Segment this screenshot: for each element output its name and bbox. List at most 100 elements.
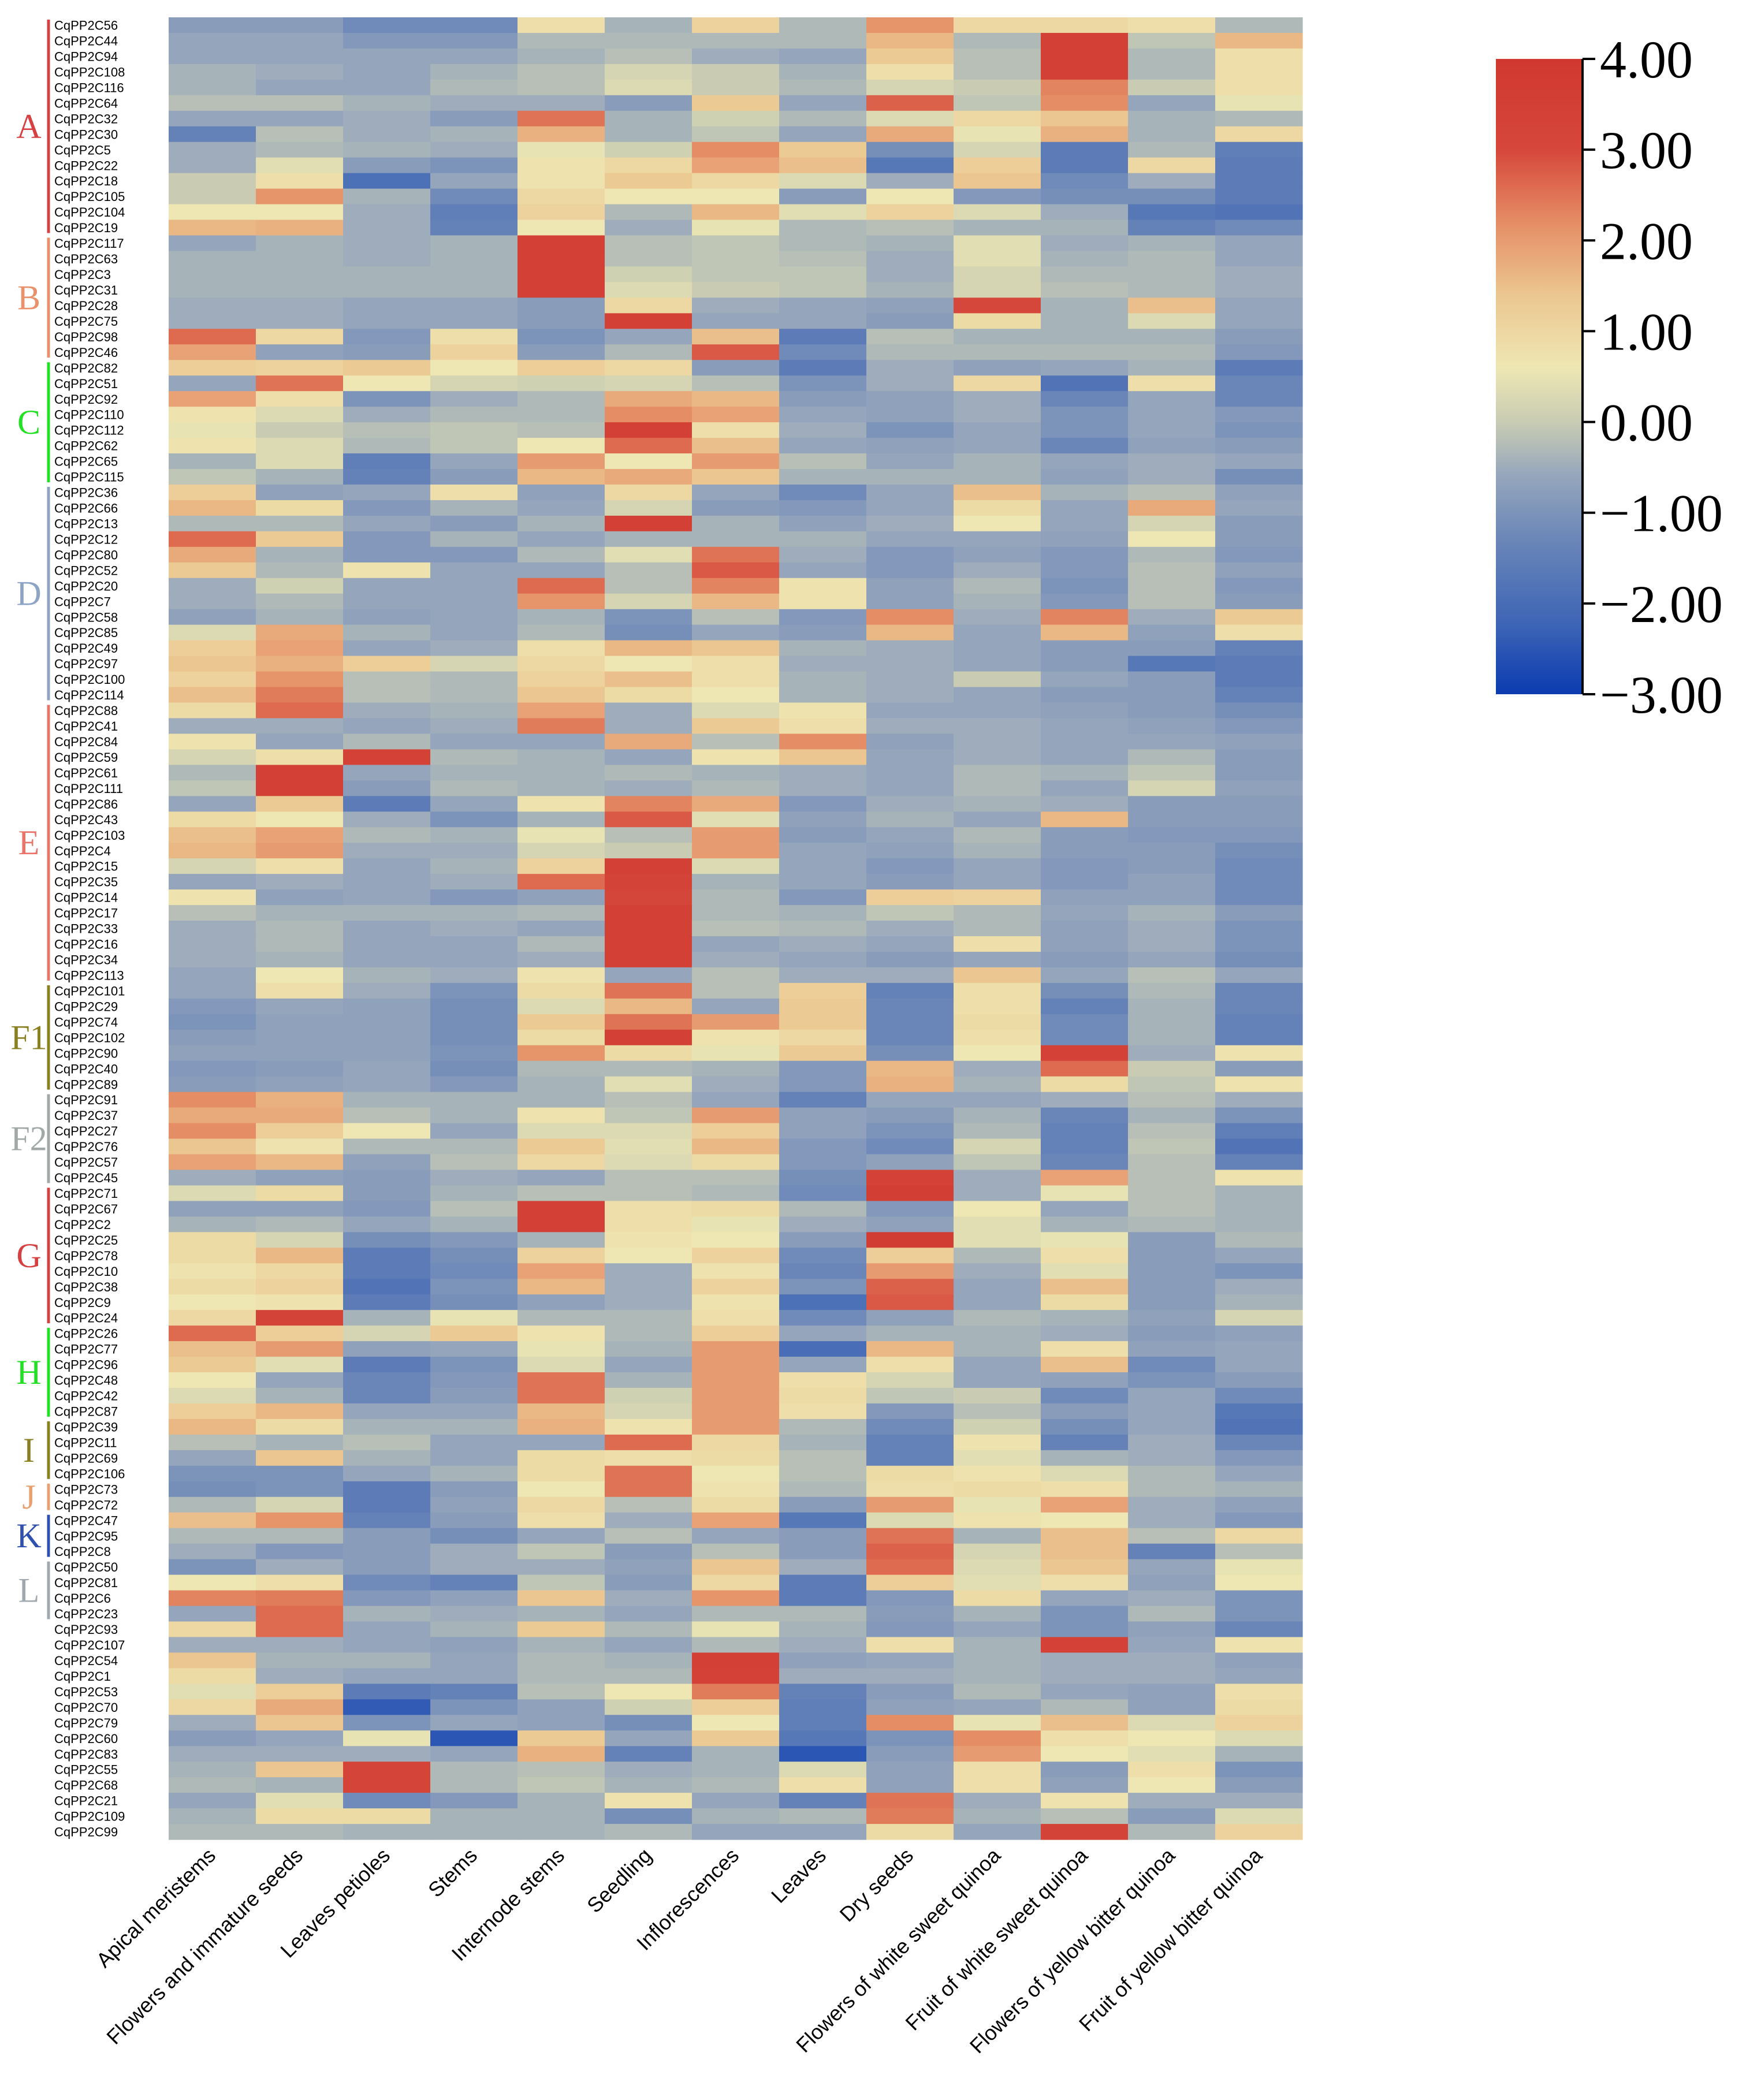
- heatmap-cell: [430, 780, 518, 796]
- heatmap-cell: [343, 391, 431, 407]
- heatmap-cell: [169, 1434, 256, 1451]
- heatmap-cell: [866, 843, 954, 859]
- heatmap-cell: [256, 889, 344, 906]
- heatmap-cell: [692, 531, 780, 548]
- heatmap-cell: [779, 360, 867, 376]
- heatmap-cell: [256, 858, 344, 874]
- heatmap-cell: [343, 1201, 431, 1217]
- heatmap-cell: [1128, 624, 1216, 641]
- heatmap-cell: [605, 702, 693, 719]
- heatmap-cell: [169, 796, 256, 812]
- heatmap-cell: [866, 858, 954, 874]
- heatmap-cell: [605, 1107, 693, 1124]
- heatmap-cell: [256, 1138, 344, 1155]
- heatmap-cell: [343, 982, 431, 999]
- heatmap-cell: [954, 967, 1041, 984]
- heatmap-cell: [256, 1216, 344, 1233]
- heatmap-cell: [866, 484, 954, 501]
- heatmap-cell: [954, 297, 1041, 314]
- heatmap-cell: [343, 936, 431, 952]
- heatmap-cell: [343, 1294, 431, 1310]
- heatmap-cell: [517, 235, 605, 252]
- tissue-label: Fruit of white sweet quinoa: [900, 1843, 1092, 2035]
- heatmap-cell: [169, 1372, 256, 1388]
- heatmap-cell: [343, 687, 431, 703]
- gene-label: CqPP2C72: [54, 1498, 118, 1512]
- heatmap-cell: [430, 1357, 518, 1373]
- heatmap-cell: [954, 500, 1041, 516]
- heatmap-cell: [954, 827, 1041, 843]
- heatmap-cell: [1128, 407, 1216, 423]
- heatmap-cell: [430, 1808, 518, 1825]
- heatmap-cell: [430, 313, 518, 329]
- heatmap-cell: [692, 1684, 780, 1700]
- heatmap-cell: [430, 889, 518, 906]
- heatmap-cell: [1041, 1403, 1129, 1420]
- heatmap-cell: [256, 360, 344, 376]
- heatmap-cell: [1128, 188, 1216, 205]
- heatmap-cell: [1041, 609, 1129, 625]
- heatmap-cell: [605, 1528, 693, 1544]
- heatmap-cell: [1128, 889, 1216, 906]
- heatmap-cell: [954, 1652, 1041, 1669]
- heatmap-cell: [1128, 500, 1216, 516]
- heatmap-cell: [866, 17, 954, 33]
- heatmap-cell: [256, 921, 344, 937]
- heatmap-cell: [866, 1512, 954, 1529]
- heatmap-cell: [343, 1403, 431, 1420]
- heatmap-cell: [517, 1668, 605, 1684]
- heatmap-cell: [954, 422, 1041, 438]
- heatmap-cell: [1215, 1465, 1303, 1482]
- heatmap-cell: [779, 1450, 867, 1466]
- gene-label: CqPP2C89: [54, 1077, 118, 1092]
- heatmap-cell: [256, 95, 344, 111]
- heatmap-cell: [517, 297, 605, 314]
- heatmap-cell: [430, 1715, 518, 1731]
- heatmap-cell: [169, 640, 256, 657]
- heatmap-cell: [866, 687, 954, 703]
- heatmap-cell: [866, 360, 954, 376]
- gene-label: CqPP2C36: [54, 486, 118, 500]
- heatmap-cell: [866, 921, 954, 937]
- heatmap-cell: [169, 1777, 256, 1793]
- heatmap-cell: [517, 982, 605, 999]
- heatmap-cell: [430, 1092, 518, 1108]
- heatmap-cell: [866, 1793, 954, 1809]
- heatmap-cell: [1215, 1793, 1303, 1809]
- heatmap-cell: [1041, 1418, 1129, 1435]
- heatmap-cell: [866, 1325, 954, 1342]
- heatmap-cell: [169, 1154, 256, 1171]
- heatmap-cell: [517, 1715, 605, 1731]
- gene-label: CqPP2C114: [54, 688, 124, 702]
- heatmap-cell: [256, 733, 344, 750]
- heatmap-cell: [692, 656, 780, 672]
- heatmap-cell: [430, 967, 518, 984]
- heatmap-cell: [692, 1606, 780, 1622]
- heatmap-cell: [1215, 329, 1303, 345]
- heatmap-cell: [343, 1684, 431, 1700]
- heatmap-cell: [866, 500, 954, 516]
- heatmap-cell: [1215, 562, 1303, 579]
- heatmap-cell: [169, 982, 256, 999]
- heatmap-cell: [1215, 1325, 1303, 1342]
- heatmap-cell: [1215, 79, 1303, 96]
- heatmap-cell: [954, 687, 1041, 703]
- heatmap-cell: [343, 1060, 431, 1077]
- heatmap-cell: [1128, 702, 1216, 719]
- heatmap-cell: [1128, 921, 1216, 937]
- heatmap-cell: [605, 874, 693, 890]
- heatmap-cell: [1041, 1590, 1129, 1607]
- heatmap-cell: [343, 110, 431, 127]
- heatmap-cell: [692, 1730, 780, 1747]
- heatmap-cell: [517, 1279, 605, 1295]
- heatmap-cell: [256, 1434, 344, 1451]
- heatmap-cell: [605, 1185, 693, 1202]
- heatmap-cell: [256, 1637, 344, 1654]
- heatmap-cell: [779, 219, 867, 236]
- gene-label: CqPP2C40: [54, 1062, 118, 1076]
- heatmap-cell: [954, 469, 1041, 485]
- heatmap-cell: [430, 219, 518, 236]
- heatmap-cell: [692, 1170, 780, 1186]
- heatmap-cell: [605, 484, 693, 501]
- heatmap-cell: [517, 1310, 605, 1326]
